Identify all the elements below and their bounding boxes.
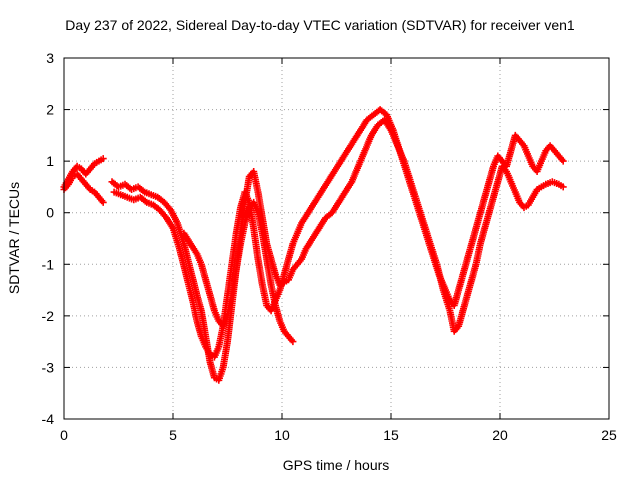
y-tick-label: -4 — [42, 411, 55, 427]
x-tick-label: 0 — [60, 427, 68, 443]
grid — [64, 58, 609, 419]
x-tick-label: 20 — [492, 427, 508, 443]
plot-frame — [63, 57, 610, 420]
x-tick-label: 15 — [383, 427, 399, 443]
axis-ticks: 0 5 10 15 20 25 -4 -3 -2 -1 0 1 2 3 — [42, 50, 617, 443]
data-series — [60, 106, 567, 384]
series-track-4 — [110, 106, 567, 361]
series-track-5 — [180, 198, 297, 346]
chart-title: Day 237 of 2022, Sidereal Day-to-day VTE… — [65, 17, 575, 33]
y-tick-label: 1 — [46, 153, 54, 169]
x-tick-label: 25 — [601, 427, 617, 443]
x-tick-label: 5 — [169, 427, 177, 443]
y-tick-label: -1 — [42, 256, 55, 272]
y-tick-label: 2 — [46, 102, 54, 118]
y-axis-label: SDTVAR / TECUs — [6, 182, 22, 294]
x-tick-label: 10 — [274, 427, 290, 443]
y-tick-label: 3 — [46, 50, 54, 66]
y-tick-label: -3 — [42, 359, 55, 375]
y-tick-label: 0 — [46, 205, 54, 221]
x-axis-label: GPS time / hours — [283, 457, 390, 473]
y-tick-label: -2 — [42, 308, 55, 324]
